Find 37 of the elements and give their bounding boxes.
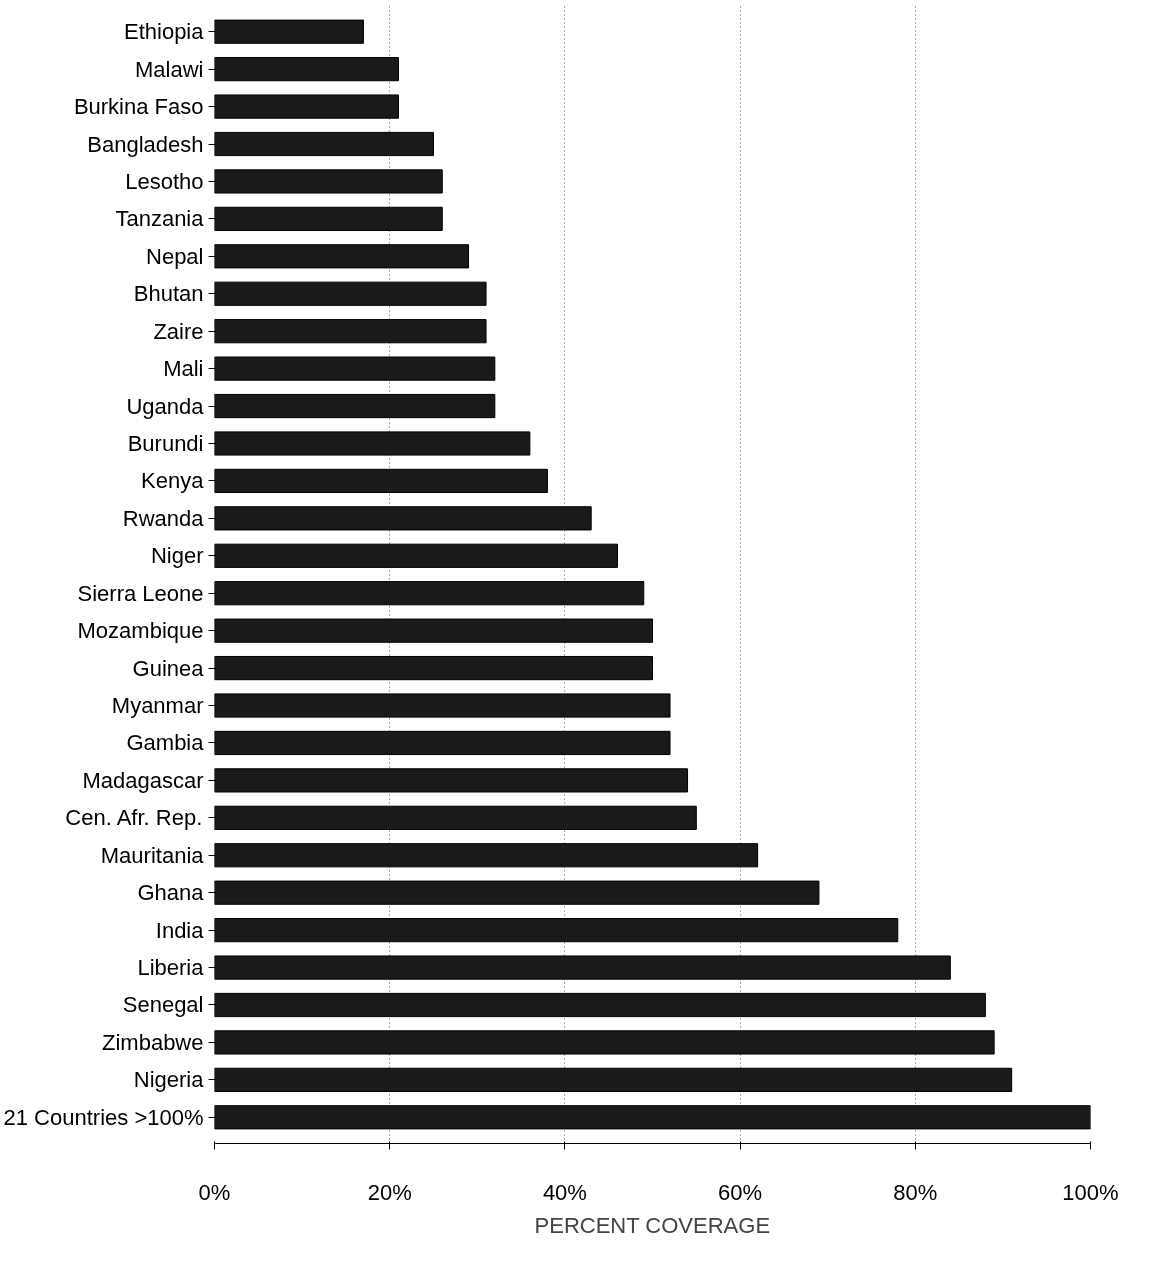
- y-tick-label: Mali: [163, 356, 204, 382]
- y-tick-label: Mauritania: [100, 842, 205, 868]
- y-tick-label: Nigeria: [133, 1067, 205, 1093]
- x-tick-label: 100%: [1062, 1179, 1119, 1205]
- y-tick-label: Tanzania: [115, 206, 205, 232]
- y-tick-label: Rwanda: [122, 505, 205, 531]
- y-tick-label: Niger: [150, 543, 204, 569]
- y-tick-label: Myanmar: [111, 693, 204, 719]
- y-tick-label: Zimbabwe: [102, 1029, 204, 1055]
- y-tick-label: Bangladesh: [87, 131, 204, 157]
- y-tick-label: Ethiopia: [124, 19, 205, 45]
- y-tick-label: Zaire: [153, 318, 204, 344]
- y-tick-label: Kenya: [141, 468, 205, 494]
- x-axis-title: PERCENT COVERAGE: [534, 1212, 771, 1238]
- y-tick-label: 21 Countries >100%: [3, 1104, 204, 1130]
- y-tick-label: Gambia: [126, 730, 205, 756]
- x-tick-label: 60%: [718, 1179, 763, 1205]
- y-tick-label: Burkina Faso: [73, 94, 204, 120]
- x-tick-label: 0%: [198, 1179, 231, 1205]
- y-tick-label: Ghana: [137, 880, 205, 906]
- x-tick-label: 80%: [893, 1179, 938, 1205]
- y-tick-label: Madagascar: [82, 767, 204, 793]
- y-tick-label: Liberia: [137, 955, 205, 981]
- y-tick-label: Cen. Afr. Rep.: [65, 805, 203, 831]
- y-tick-label: Lesotho: [125, 168, 204, 194]
- y-tick-label: Burundi: [127, 430, 204, 456]
- x-tick-label: 40%: [542, 1179, 587, 1205]
- y-tick-label: Mozambique: [77, 618, 204, 644]
- y-tick-label: India: [155, 917, 205, 943]
- y-tick-label: Malawi: [135, 56, 204, 82]
- y-tick-label: Nepal: [146, 243, 204, 269]
- x-tick-label: 20%: [367, 1179, 412, 1205]
- y-tick-label: Bhutan: [133, 281, 204, 307]
- y-tick-label: Guinea: [132, 655, 205, 681]
- y-tick-label: Senegal: [122, 992, 204, 1018]
- y-tick-label: Uganda: [126, 393, 205, 419]
- y-tick-label: Sierra Leone: [77, 580, 204, 606]
